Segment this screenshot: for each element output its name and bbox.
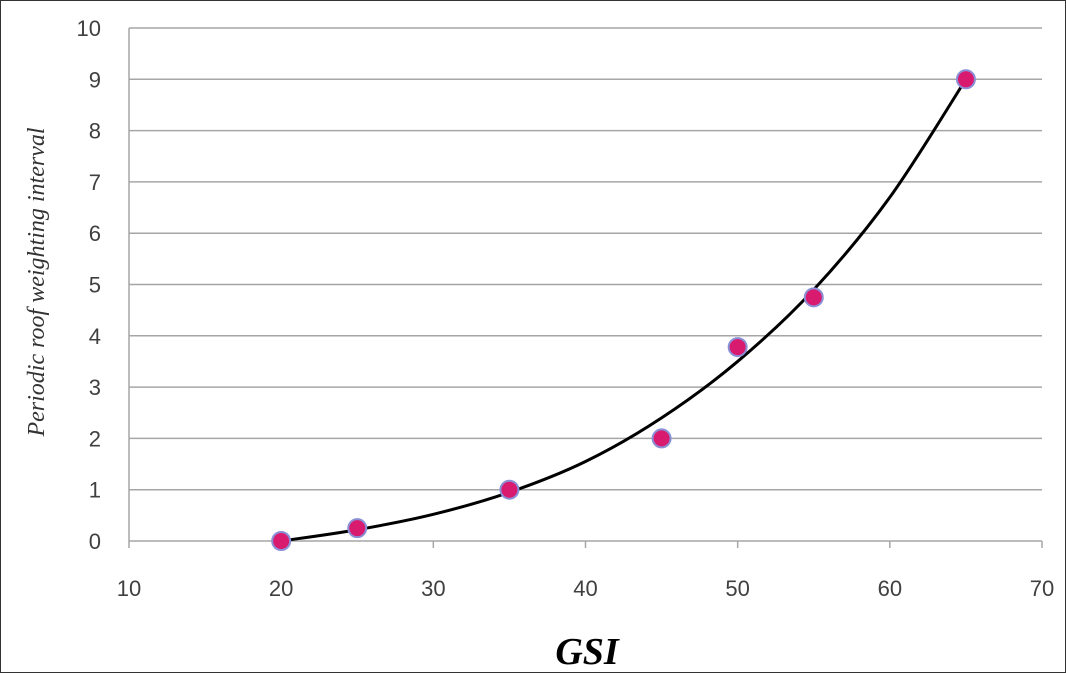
data-point-x25 [347,518,368,539]
data-point-x20 [271,531,292,551]
data-point-x50 [727,337,748,358]
y-axis-label: Periodic roof weighting interval [24,127,50,437]
data-point-x55 [803,287,824,308]
x-tick-50: 50 [725,576,749,601]
y-tick-1: 1 [89,478,101,503]
x-tick-10: 10 [117,576,141,601]
data-points [271,69,976,551]
x-tick-70: 70 [1030,576,1054,601]
y-tick-7: 7 [89,170,101,195]
y-tick-labels: 0 1 2 3 4 5 6 7 8 9 10 [77,16,101,554]
gridlines [129,27,1042,491]
x-axis-label: GSI [555,631,620,673]
y-tick-5: 5 [89,273,101,298]
x-tick-labels: 10 20 30 40 50 60 70 [117,576,1054,601]
y-tick-3: 3 [89,375,101,400]
data-point-x45 [651,428,672,449]
y-tick-10: 10 [77,16,101,41]
y-tick-2: 2 [89,426,101,451]
x-tick-60: 60 [878,576,902,601]
y-tick-8: 8 [89,119,101,144]
y-tick-6: 6 [89,221,101,246]
x-tick-40: 40 [573,576,597,601]
data-point-x35 [499,479,520,500]
x-tick-20: 20 [269,576,293,601]
y-tick-0: 0 [89,529,101,554]
y-tick-4: 4 [89,324,101,349]
x-tick-30: 30 [421,576,445,601]
axes [128,28,1043,548]
y-tick-9: 9 [89,67,101,92]
trendline [280,78,968,543]
data-point-x65 [955,69,976,90]
